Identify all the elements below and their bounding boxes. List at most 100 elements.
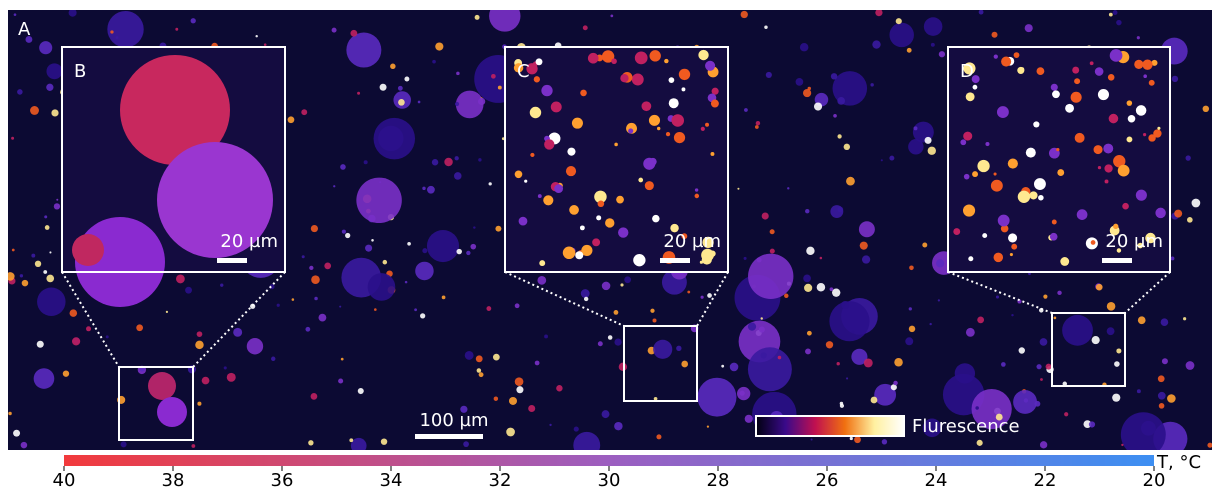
particle	[405, 281, 408, 284]
particle	[875, 9, 882, 16]
particle	[737, 387, 750, 400]
particle	[805, 348, 811, 354]
particle	[1186, 361, 1195, 370]
scale-bar-label: 20 µm	[1105, 231, 1163, 252]
particle	[422, 187, 425, 190]
particle	[332, 28, 337, 33]
particle	[491, 74, 496, 79]
particle	[1143, 74, 1147, 78]
particle	[422, 248, 427, 253]
particle	[982, 233, 987, 238]
particle	[994, 253, 1004, 263]
particle	[748, 254, 793, 299]
particle	[963, 204, 975, 216]
particle	[456, 91, 484, 119]
particle	[374, 308, 377, 311]
particle	[1121, 412, 1166, 457]
particle	[977, 316, 984, 323]
particle	[202, 377, 210, 385]
particle	[841, 301, 849, 309]
panel-label: A	[18, 19, 31, 40]
particle	[1054, 317, 1057, 320]
tick-label: 22	[1034, 470, 1057, 490]
tick-label: 30	[598, 470, 621, 490]
particle	[687, 291, 690, 294]
tick-label: 24	[925, 470, 948, 490]
particle	[1029, 191, 1037, 199]
particle	[620, 74, 628, 82]
particle	[551, 101, 562, 112]
particle	[56, 199, 58, 201]
particle	[197, 331, 203, 337]
particle	[349, 438, 353, 442]
particle	[1192, 199, 1201, 208]
particle	[1187, 217, 1193, 223]
particle	[784, 294, 788, 298]
particle	[444, 158, 452, 166]
particle	[679, 69, 690, 80]
particle	[711, 100, 719, 108]
particle	[588, 53, 599, 64]
particle	[39, 41, 52, 54]
particle	[664, 59, 668, 63]
particle	[475, 15, 480, 20]
particle	[909, 326, 915, 332]
particle	[1018, 191, 1030, 203]
particle	[614, 338, 621, 345]
particle	[454, 172, 462, 180]
particle	[1096, 284, 1103, 291]
particle	[383, 260, 388, 265]
particle	[1172, 76, 1178, 82]
panel-label: D	[960, 61, 974, 82]
particle	[1098, 89, 1109, 100]
tick-label: 38	[162, 470, 185, 490]
particle	[975, 406, 978, 409]
particle	[1090, 61, 1094, 65]
particle	[305, 327, 310, 332]
particle	[227, 373, 236, 382]
particle	[176, 274, 185, 283]
particle	[1060, 257, 1069, 266]
particle	[808, 87, 811, 90]
particle	[811, 438, 813, 440]
particle	[854, 436, 861, 443]
particle	[705, 61, 715, 71]
particle	[1037, 67, 1045, 75]
particle	[11, 137, 14, 140]
particle	[618, 227, 628, 237]
particle	[358, 388, 364, 394]
particle	[1159, 403, 1165, 409]
particle	[1158, 392, 1166, 400]
particle	[538, 194, 542, 198]
particle	[1114, 361, 1120, 367]
particle	[1104, 164, 1112, 172]
particle	[8, 412, 11, 415]
particle	[881, 159, 883, 161]
particle	[136, 324, 143, 331]
particle	[1185, 155, 1190, 160]
particle	[1036, 364, 1041, 369]
particle	[859, 221, 875, 237]
particle	[35, 261, 41, 267]
particle	[721, 365, 724, 368]
particle	[616, 196, 624, 204]
particle	[638, 178, 643, 183]
particle	[1142, 60, 1152, 70]
particle	[442, 295, 446, 299]
particle	[695, 194, 700, 199]
particle	[1050, 233, 1058, 241]
particle	[1013, 390, 1037, 414]
particle	[909, 307, 912, 310]
particle	[761, 352, 767, 358]
particle	[669, 98, 679, 108]
particle	[610, 15, 613, 18]
particle	[324, 263, 331, 270]
particle	[1065, 104, 1074, 113]
particle	[37, 341, 44, 348]
particle	[356, 178, 401, 223]
particle	[1105, 180, 1109, 184]
particle	[992, 32, 998, 38]
particle	[979, 10, 984, 15]
particle	[456, 249, 461, 254]
particle	[955, 363, 975, 383]
